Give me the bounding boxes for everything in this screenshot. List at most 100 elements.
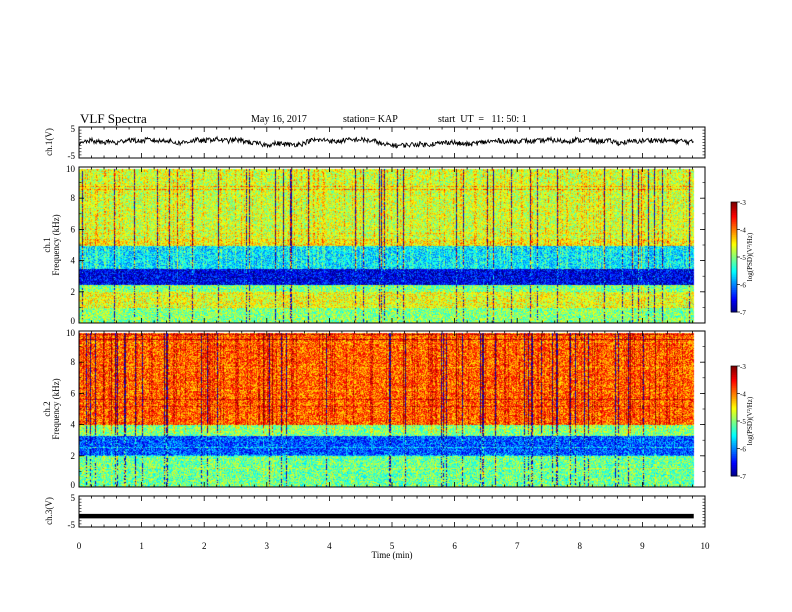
- y-tick-label: 6: [71, 224, 76, 234]
- ch2-colorbar-segment: [731, 472, 737, 475]
- y-tick-label: 10: [66, 328, 76, 338]
- ch1-colorbar-segment: [731, 205, 737, 208]
- ch2-colorbar-segment: [731, 415, 737, 418]
- ch2-colorbar-segment: [731, 369, 737, 372]
- ch1-colorbar-segment: [731, 282, 737, 285]
- ch1-colorbar-segment: [731, 264, 737, 267]
- y-tick-label: 6: [71, 388, 76, 398]
- ch1-colorbar-segment: [731, 209, 737, 212]
- ch1-colorbar-segment: [731, 258, 737, 262]
- ch1-colorbar-segment: [731, 279, 737, 282]
- ch2-colorbar-tick-label: -4: [740, 391, 746, 399]
- x-tick-label: 5: [390, 541, 395, 551]
- ch1-colorbar-segment: [731, 253, 737, 256]
- y-tick-label: 4: [71, 256, 76, 266]
- y-tick-label: 10: [66, 164, 76, 174]
- ch1-colorbar-segment: [731, 255, 737, 258]
- ch2-colorbar-segment: [731, 444, 737, 448]
- ch2-colorbar-segment: [731, 466, 737, 470]
- ch2-colorbar-segment: [731, 437, 737, 440]
- ch2-colorbar-segment: [731, 435, 737, 438]
- y-tick-label: 5: [71, 124, 76, 134]
- ch2-colorbar-segment: [731, 446, 737, 449]
- ch1-colorbar-tick-label: -5: [740, 254, 746, 262]
- ch1-colorbar-segment: [731, 233, 737, 236]
- ch2-colorbar-segment: [731, 459, 737, 462]
- ch2-colorbar-segment: [731, 410, 737, 413]
- ch2-colorbar-segment: [731, 399, 737, 402]
- ch1-colorbar-segment: [731, 260, 737, 263]
- ch1-colorbar-segment: [731, 247, 737, 251]
- ch1-colorbar-segment: [731, 269, 737, 273]
- ch1-colorbar-segment: [731, 211, 737, 214]
- ch1-colorbar-segment: [731, 277, 737, 280]
- y-tick-label: 8: [71, 357, 76, 367]
- y-tick-label: 0: [71, 316, 76, 326]
- x-tick-label: 9: [640, 541, 645, 551]
- header-station: station= KAP: [343, 114, 398, 125]
- ch3-ylabel: ch.3(V): [44, 497, 54, 525]
- ch2-colorbar-tick-label: -7: [740, 473, 746, 481]
- x-tick-label: 10: [701, 541, 711, 551]
- ch1-colorbar-segment: [731, 240, 737, 243]
- ch1-colorbar-segment: [731, 306, 737, 309]
- ch2-colorbar-segment: [731, 432, 737, 435]
- ch1-colorbar-segment: [731, 262, 737, 265]
- ch2-colorbar-segment: [731, 404, 737, 407]
- y-tick-label: 0: [71, 480, 76, 490]
- y-tick-label: 2: [71, 287, 76, 297]
- ch1-colorbar-tick-label: -3: [740, 199, 746, 207]
- x-tick-label: 7: [515, 541, 520, 551]
- ch1-colorbar-segment: [731, 310, 737, 313]
- ch1-colorbar-segment: [731, 213, 737, 216]
- ch1-colorbar-segment: [731, 251, 737, 254]
- figure-title: VLF Spectra: [80, 111, 147, 126]
- ch1-colorbar-segment: [731, 246, 737, 249]
- ch2-colorbar-segment: [731, 402, 737, 405]
- ch1-colorbar-segment: [731, 302, 737, 306]
- x-tick-label: 2: [202, 541, 207, 551]
- ch2-colorbar-segment: [731, 454, 737, 457]
- ch2-colorbar-segment: [731, 406, 737, 409]
- ch1-colorbar-segment: [731, 216, 737, 219]
- ch2-colorbar-segment: [731, 424, 737, 427]
- ch2-colorbar-segment: [731, 366, 737, 369]
- ch2-colorbar-segment: [731, 378, 737, 382]
- ch1-ylabel: ch.1(V): [44, 128, 54, 156]
- ch2-spec-ylabel-quantity: Frequency (kHz): [51, 378, 61, 439]
- ch2-colorbar-segment: [731, 386, 737, 389]
- x-axis-label: Time (min): [372, 550, 413, 560]
- ch2-spec-ylabel-channel: ch.2: [42, 401, 52, 416]
- ch1-colorbar-segment: [731, 244, 737, 247]
- ch1-colorbar-segment: [731, 218, 737, 221]
- ch2-colorbar-segment: [731, 367, 737, 371]
- ch1-colorbar-segment: [731, 304, 737, 307]
- ch1-colorbar-segment: [731, 238, 737, 241]
- ch1-colorbar-segment: [731, 235, 737, 238]
- x-tick-label: 3: [265, 541, 270, 551]
- ch1-colorbar-segment: [731, 222, 737, 225]
- ch2-colorbar-segment: [731, 422, 737, 426]
- ch2-colorbar-segment: [731, 470, 737, 473]
- ch2-colorbar-segment: [731, 428, 737, 431]
- ch2-colorbar-segment: [731, 465, 737, 468]
- ch2-spectrogram-image: [79, 331, 705, 487]
- header-date: May 16, 2017: [251, 114, 307, 125]
- ch1-colorbar-segment: [731, 214, 737, 218]
- ch2-colorbar-segment: [731, 450, 737, 453]
- ch1-colorbar-segment: [731, 227, 737, 230]
- ch1-colorbar-segment: [731, 229, 737, 232]
- ch1-colorbar-segment: [731, 290, 737, 293]
- y-tick-label: 8: [71, 193, 76, 203]
- ch1-colorbar-segment: [731, 280, 737, 284]
- ch2-colorbar-segment: [731, 474, 737, 477]
- ch2-colorbar-segment: [731, 388, 737, 391]
- ch1-colorbar-segment: [731, 236, 737, 240]
- ch2-colorbar-segment: [731, 461, 737, 464]
- ch2-colorbar-tick-label: -3: [740, 363, 746, 371]
- x-tick-label: 1: [139, 541, 144, 551]
- ch1-colorbar-segment: [731, 203, 737, 207]
- ch1-colorbar-tick-label: -4: [740, 227, 746, 235]
- header-start-time: start UT = 11: 50: 1: [438, 114, 527, 125]
